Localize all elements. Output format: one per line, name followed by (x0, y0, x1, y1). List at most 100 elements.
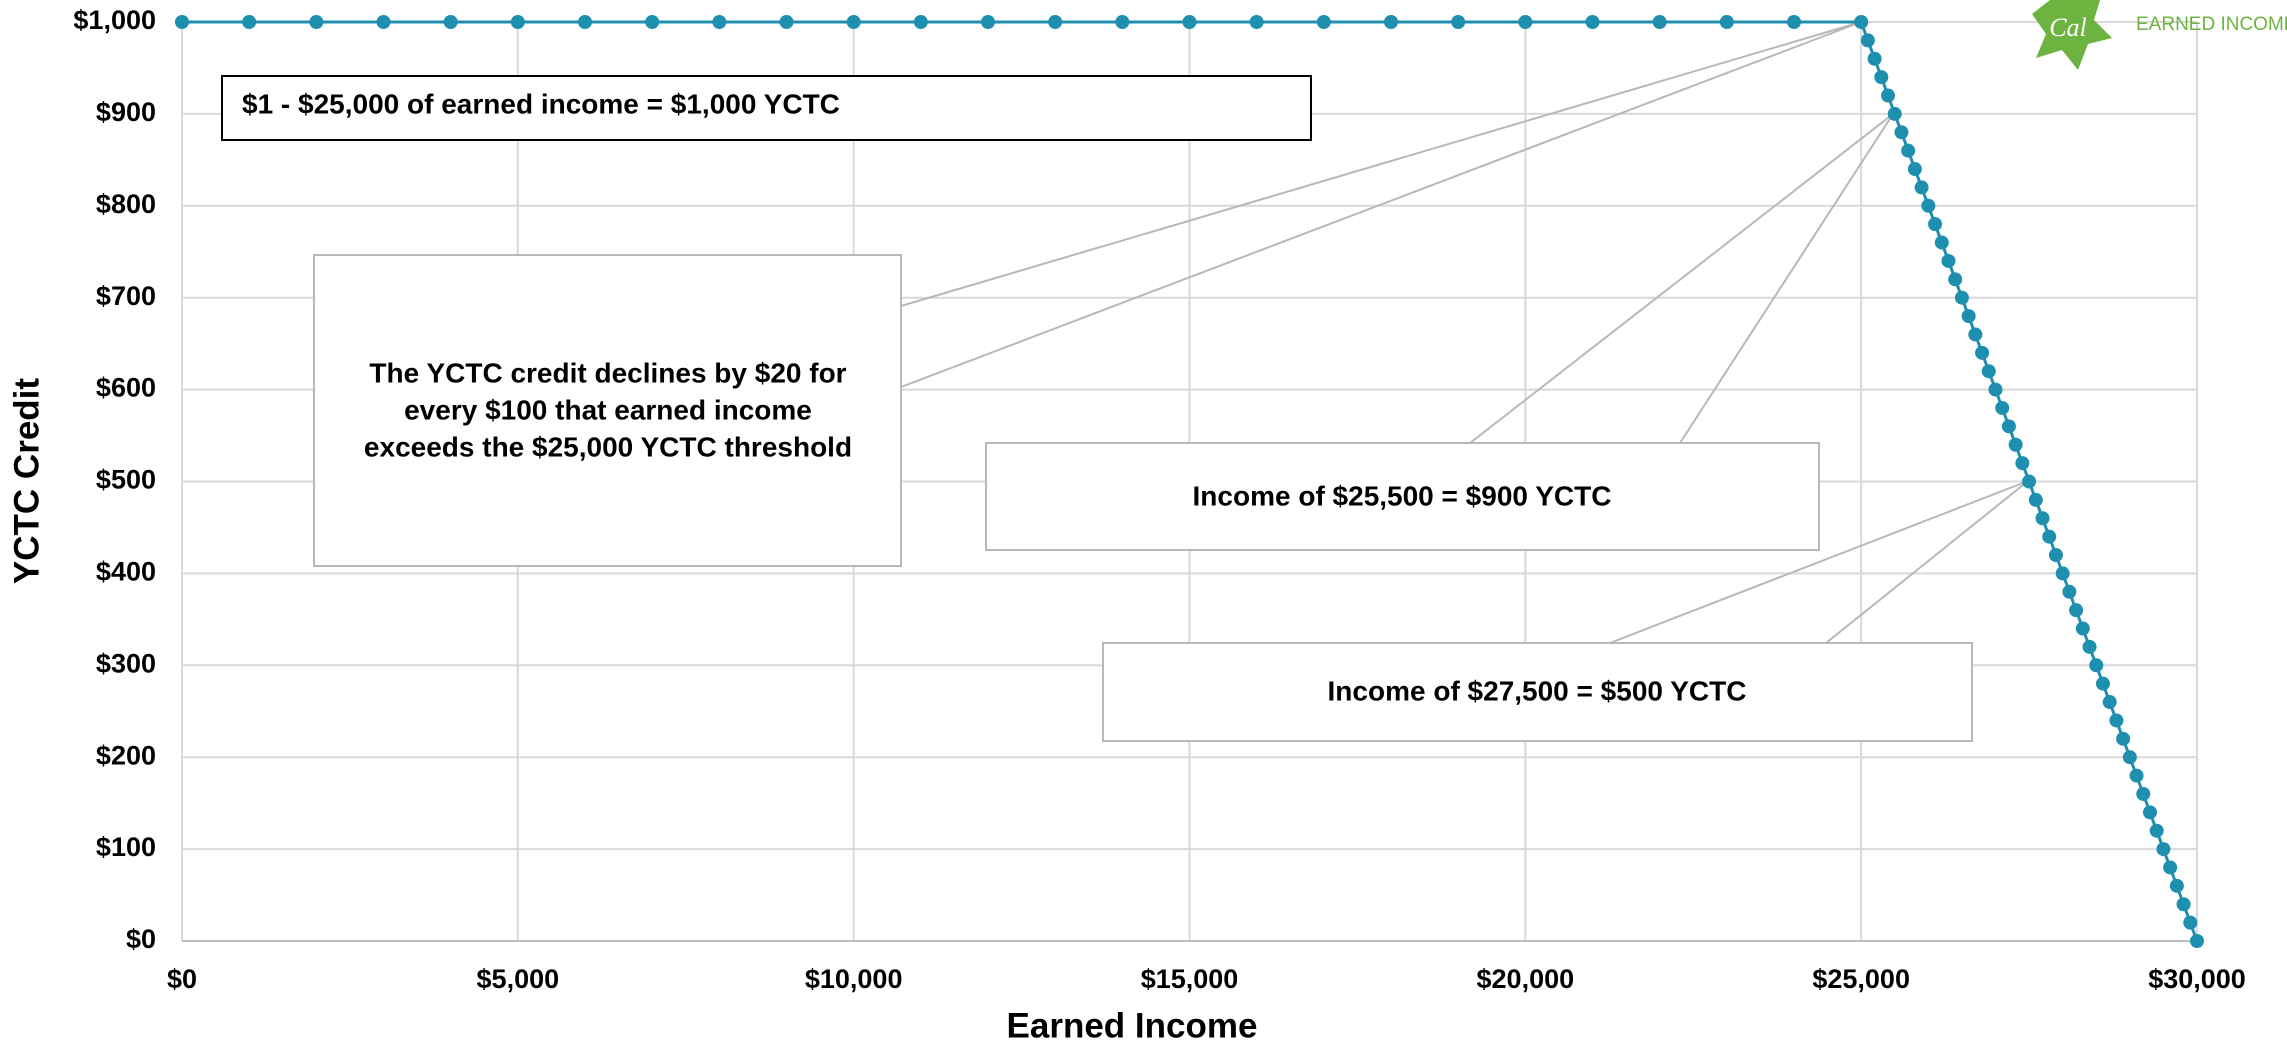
marker (846, 15, 861, 29)
marker (712, 15, 727, 29)
marker (376, 15, 391, 29)
annotation: every $100 that earned income (404, 394, 812, 425)
marker (2022, 474, 2037, 489)
marker (981, 15, 995, 29)
marker (913, 15, 928, 29)
marker (1981, 364, 1996, 379)
y-tick-label: $900 (96, 97, 156, 127)
marker (2136, 786, 2151, 801)
annotation-box (985, 442, 1820, 551)
marker (2169, 878, 2184, 893)
marker (2015, 456, 2030, 471)
annotation: Income of $25,500 = $900 YCTC (1193, 480, 1612, 511)
marker (1518, 15, 1533, 29)
y-axis-title: YCTC Credit (7, 378, 46, 584)
marker (2102, 695, 2117, 710)
marker (242, 15, 257, 29)
marker (1316, 15, 1331, 29)
x-tick-label: $10,000 (805, 964, 903, 994)
marker (1954, 290, 1969, 305)
annotation-box (313, 254, 902, 567)
marker (1921, 198, 1936, 213)
marker (2109, 713, 2124, 728)
marker (645, 15, 660, 29)
annotation: Income of $27,500 = $500 YCTC (1328, 675, 1747, 706)
marker (1867, 51, 1882, 66)
marker (1995, 400, 2010, 415)
marker (1894, 125, 1909, 140)
annotation: exceeds the $25,000 YCTC threshold (364, 431, 852, 462)
marker (2055, 566, 2070, 581)
marker (2176, 897, 2191, 912)
x-tick-label: $30,000 (2148, 964, 2246, 994)
logo: Cal EARNED INCOME (2032, 0, 2287, 70)
annotation-box (221, 75, 1312, 141)
marker (175, 15, 189, 29)
marker (2062, 584, 2077, 599)
marker (2116, 731, 2131, 746)
x-tick-label: $0 (167, 964, 197, 994)
y-tick-label: $400 (96, 557, 156, 587)
line (182, 20, 2199, 942)
marker (1934, 235, 1949, 250)
x-axis-title: Earned Income (1007, 1006, 1258, 1044)
marker (1787, 15, 1801, 29)
marker (1968, 327, 1983, 342)
marker (2001, 419, 2016, 434)
annotation: $1 - $25,000 of earned income = $1,000 Y… (242, 88, 840, 119)
marker (1975, 345, 1990, 360)
y-tick-label: $600 (96, 373, 156, 403)
y-tick-label: $800 (96, 189, 156, 219)
marker (1652, 15, 1667, 29)
annotation: The YCTC credit declines by $20 for (369, 357, 846, 388)
y-tick-label: $500 (96, 465, 156, 495)
marker (1928, 217, 1943, 232)
marker (1860, 33, 1875, 48)
logo-badge-text: Cal (2049, 13, 2087, 42)
marker (1854, 15, 1869, 29)
marker (1585, 15, 1600, 29)
marker (1988, 382, 2003, 397)
marker (578, 15, 592, 29)
marker (1048, 15, 1063, 29)
marker (2129, 768, 2144, 783)
marker (1384, 15, 1398, 29)
marker (1249, 15, 1264, 29)
marker (443, 15, 458, 29)
logo-text: EARNED INCOME (2136, 14, 2287, 35)
marker (2082, 639, 2097, 654)
marker (2122, 750, 2137, 765)
marker (1948, 272, 1963, 287)
marker (779, 15, 794, 29)
marker (2069, 603, 2084, 618)
marker (1901, 143, 1916, 158)
annotation-box (1102, 642, 1973, 742)
marker (1719, 15, 1734, 29)
x-tick-label: $25,000 (1812, 964, 1910, 994)
y-tick-label: $1,000 (73, 5, 156, 35)
marker (1451, 15, 1466, 29)
marker (2075, 621, 2090, 636)
callout-line (1469, 113, 1894, 444)
marker (2190, 934, 2204, 948)
y-tick-label: $700 (96, 281, 156, 311)
x-tick-label: $15,000 (1141, 964, 1239, 994)
marker (2008, 437, 2023, 452)
marker (2163, 860, 2178, 875)
y-tick-label: $0 (126, 924, 156, 954)
x-tick-label: $20,000 (1477, 964, 1575, 994)
marker (1115, 15, 1130, 29)
y-tick-label: $100 (96, 832, 156, 862)
marker (2149, 823, 2164, 838)
series (175, 15, 2204, 948)
marker (2028, 492, 2043, 507)
marker (2089, 658, 2104, 673)
logo-badge (2032, 0, 2112, 70)
marker (309, 15, 324, 29)
marker (1941, 253, 1956, 268)
marker (2048, 548, 2063, 563)
marker (2035, 511, 2050, 526)
marker (1887, 106, 1902, 121)
marker (1961, 309, 1976, 324)
